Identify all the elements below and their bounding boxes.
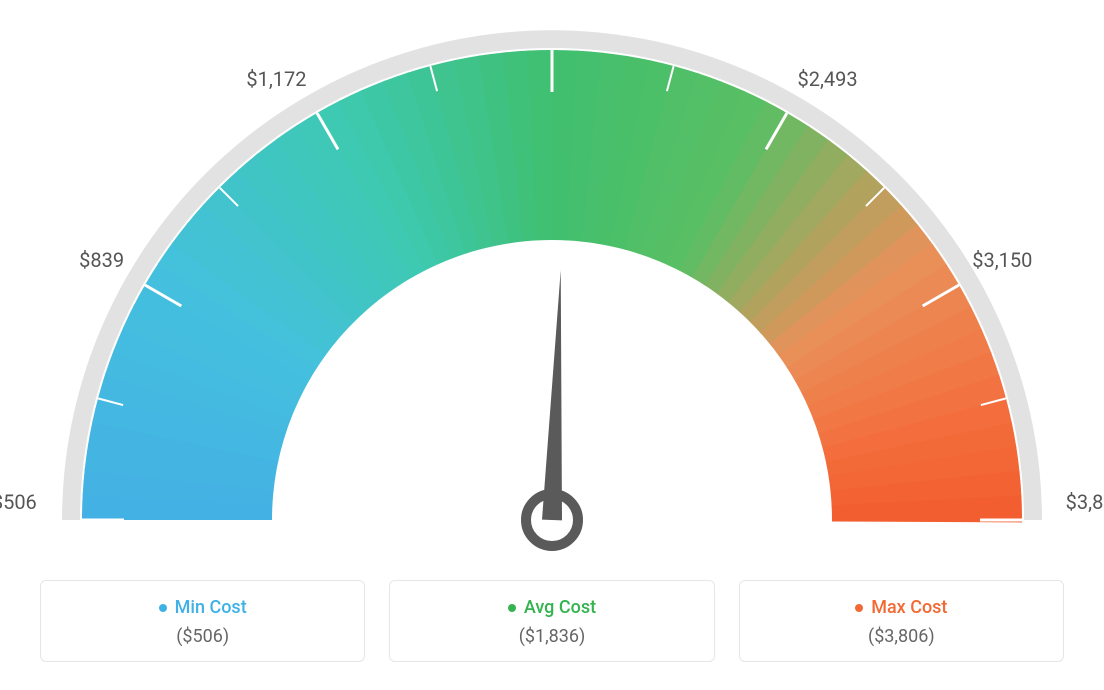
legend-title-avg: Avg Cost (508, 597, 596, 618)
legend-label-min: Min Cost (175, 597, 247, 618)
legend-label-avg: Avg Cost (524, 597, 596, 618)
legend-dot-min (159, 604, 167, 612)
scale-label: $2,493 (797, 67, 857, 91)
legend-value-max: ($3,806) (752, 626, 1051, 647)
legend-title-min: Min Cost (159, 597, 247, 618)
legend-card-max: Max Cost ($3,806) (739, 580, 1064, 663)
scale-label: $839 (79, 248, 124, 272)
scale-label: $3,150 (972, 248, 1032, 272)
legend-value-avg: ($1,836) (402, 626, 701, 647)
gauge-svg (0, 0, 1104, 560)
scale-label: $3,806 (1066, 490, 1104, 514)
legend-card-min: Min Cost ($506) (40, 580, 365, 663)
scale-label: $1,172 (246, 67, 306, 91)
scale-label: $506 (0, 490, 37, 514)
legend-dot-max (855, 604, 863, 612)
legend-dot-avg (508, 604, 516, 612)
gauge-chart: $506$839$1,172$1,836$2,493$3,150$3,806 (0, 0, 1104, 560)
legend-row: Min Cost ($506) Avg Cost ($1,836) Max Co… (40, 580, 1064, 663)
legend-value-min: ($506) (53, 626, 352, 647)
legend-card-avg: Avg Cost ($1,836) (389, 580, 714, 663)
cost-gauge-widget: $506$839$1,172$1,836$2,493$3,150$3,806 M… (0, 0, 1104, 690)
legend-title-max: Max Cost (855, 597, 947, 618)
legend-label-max: Max Cost (871, 597, 947, 618)
